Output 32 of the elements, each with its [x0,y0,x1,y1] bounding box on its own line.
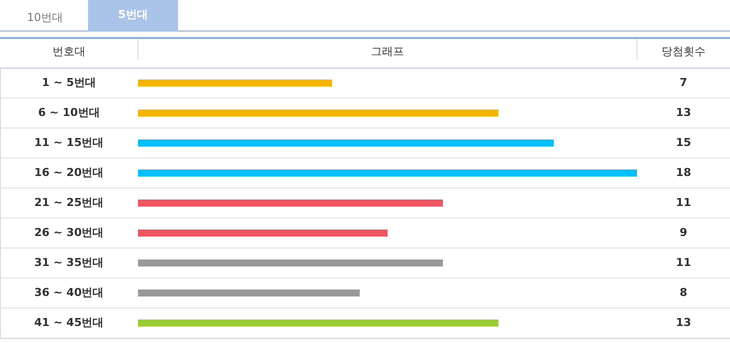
data-label: 13 [676,316,692,329]
data-label: 18 [676,166,692,179]
bar [138,170,637,176]
data-label: 8 [680,286,688,299]
text: 당첨횟수 [662,45,706,58]
bar [138,290,360,296]
y-tick-label: 26 ~ 30번대 [34,226,104,239]
data-label: 11 [676,196,692,209]
data-label: 7 [680,76,688,89]
y-tick-label: 16 ~ 20번대 [34,166,104,179]
data-label: 13 [676,106,692,119]
data-label: 11 [676,256,692,269]
y-tick-label: 31 ~ 35번대 [34,256,104,269]
y-tick-label: 1 ~ 5번대 [42,76,96,89]
text: 5번대 [118,8,148,21]
text: 번호대 [52,45,86,58]
data-label: 15 [676,136,692,149]
text: 10번대 [27,11,63,24]
y-tick-label: 41 ~ 45번대 [34,316,104,329]
data-label: 9 [680,226,688,239]
bar [138,260,443,266]
y-tick-label: 11 ~ 15번대 [34,136,104,149]
y-tick-label: 36 ~ 40번대 [34,286,104,299]
y-tick-label: 6 ~ 10번대 [38,106,100,119]
y-tick-label: 21 ~ 25번대 [34,196,104,209]
bar [138,200,443,206]
bar [138,140,554,146]
text: 그래프 [371,45,404,58]
bar [138,230,388,236]
bar [138,80,332,86]
bar [138,110,498,116]
bar [138,320,498,326]
